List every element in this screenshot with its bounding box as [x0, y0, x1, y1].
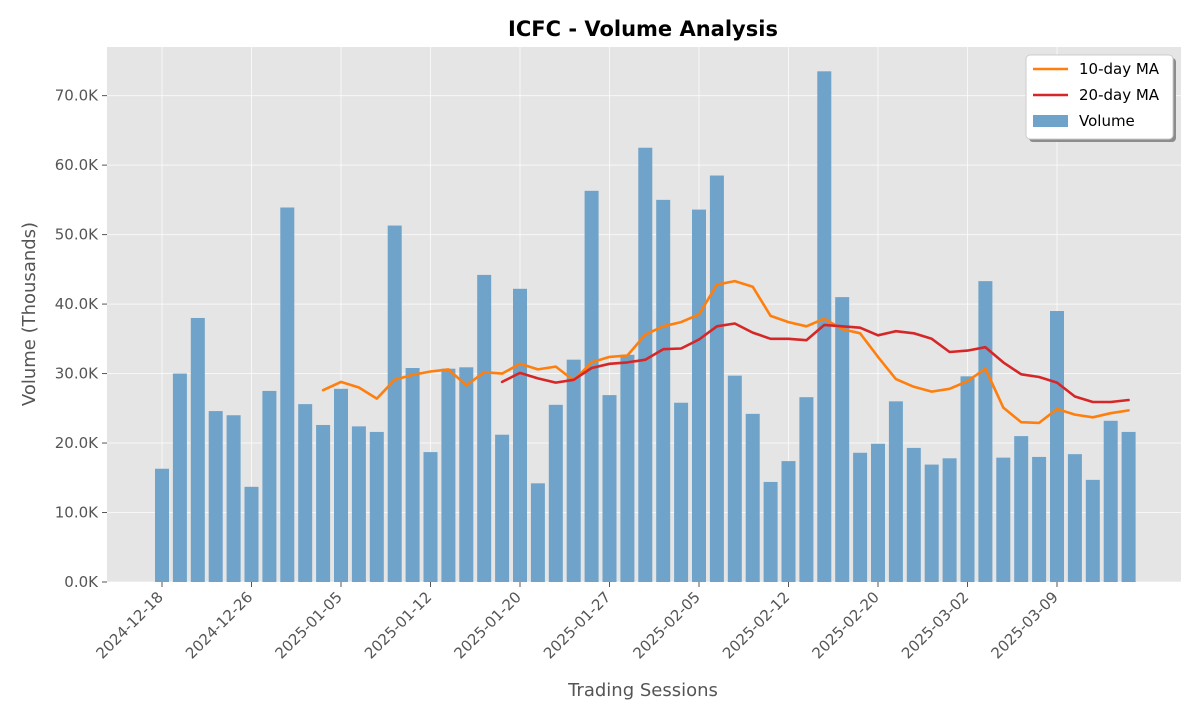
legend-label: 10-day MA — [1079, 60, 1160, 78]
volume-bar — [978, 281, 993, 582]
volume-bar — [1032, 456, 1047, 582]
volume-bar — [745, 413, 760, 582]
volume-bar — [477, 274, 492, 582]
y-tick-label: 20.0K — [55, 434, 99, 452]
volume-bar — [674, 402, 689, 582]
x-axis-label: Trading Sessions — [567, 680, 718, 701]
y-tick-label: 0.0K — [64, 573, 99, 591]
legend-label: Volume — [1079, 112, 1135, 130]
volume-bar — [888, 401, 903, 582]
y-tick-label: 10.0K — [55, 504, 99, 522]
volume-bar — [942, 458, 957, 582]
volume-bar — [459, 367, 474, 582]
volume-bar — [799, 397, 814, 582]
volume-bar — [960, 376, 975, 582]
volume-bar — [584, 190, 599, 582]
volume-bar — [298, 404, 313, 582]
volume-bar — [530, 483, 545, 582]
volume-bar — [1085, 479, 1100, 582]
volume-bars — [155, 71, 1136, 583]
volume-bar — [566, 359, 581, 582]
volume-bar — [387, 225, 402, 582]
volume-bar — [423, 452, 438, 582]
y-tick-label: 40.0K — [55, 295, 99, 313]
volume-bar — [906, 447, 921, 582]
volume-bar — [405, 368, 420, 582]
volume-bar — [172, 373, 187, 582]
volume-bar — [781, 461, 796, 582]
volume-bar — [1121, 431, 1136, 582]
volume-bar — [208, 411, 223, 582]
volume-bar — [602, 395, 617, 582]
volume-bar — [548, 404, 563, 582]
volume-bar — [835, 297, 850, 582]
y-axis: 0.0K 10.0K 20.0K 30.0K 40.0K 50.0K 60.0K 70.0K — [55, 87, 107, 591]
y-tick-label: 50.0K — [55, 226, 99, 244]
volume-bar — [280, 207, 295, 582]
legend-label: 20-day MA — [1079, 86, 1160, 104]
y-tick-label: 70.0K — [55, 87, 99, 105]
volume-bar — [369, 431, 384, 582]
ma-line-10-day-ma — [321, 279, 1130, 425]
volume-bar — [441, 368, 456, 582]
volume-bar — [226, 415, 241, 582]
volume-bar — [244, 486, 259, 582]
volume-bar — [351, 426, 366, 582]
volume-bar — [871, 443, 885, 582]
volume-bar — [1050, 311, 1064, 582]
volume-bar — [620, 354, 635, 582]
volume-bar — [155, 468, 169, 582]
volume-bar — [638, 147, 653, 582]
volume-bar — [709, 175, 724, 583]
chart-title: ICFC - Volume Analysis — [508, 17, 778, 41]
volume-bar — [1067, 454, 1082, 582]
y-tick-label: 60.0K — [55, 156, 99, 174]
volume-bar — [996, 457, 1011, 582]
legend: 10-day MA 20-day MA Volume — [1025, 54, 1176, 142]
volume-bar — [334, 388, 348, 582]
volume-bar — [763, 481, 778, 582]
volume-bar — [262, 390, 277, 582]
volume-bar — [495, 434, 510, 582]
moving-average-lines — [321, 279, 1130, 425]
ma-line-20-day-ma — [500, 322, 1130, 404]
volume-bar — [513, 288, 527, 582]
y-tick-label: 30.0K — [55, 365, 99, 383]
y-axis-label: Volume (Thousands) — [19, 222, 40, 406]
legend-swatch-bar — [1033, 115, 1068, 127]
volume-bar — [924, 464, 939, 582]
volume-bar — [1103, 420, 1118, 582]
volume-bar — [190, 317, 205, 582]
volume-bar — [1014, 436, 1029, 582]
volume-bar — [316, 424, 331, 582]
volume-bar — [817, 71, 832, 583]
volume-bar — [656, 199, 671, 582]
volume-bar — [727, 375, 742, 582]
volume-bar — [692, 209, 706, 582]
volume-bar — [853, 452, 868, 582]
